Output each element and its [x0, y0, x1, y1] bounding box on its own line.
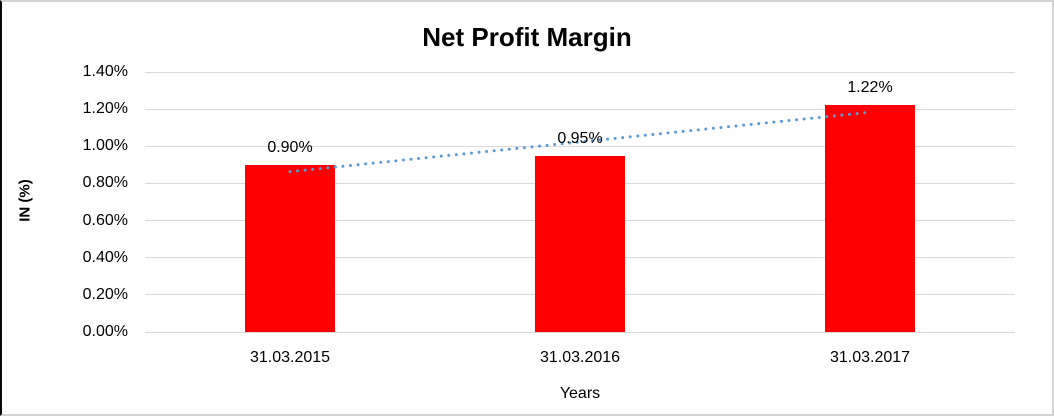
- gridline: [145, 331, 1015, 333]
- x-tick-label: 31.03.2016: [539, 349, 621, 366]
- bar-31.03.2015: [245, 164, 335, 332]
- y-tick-label: 0.60%: [82, 211, 128, 229]
- y-tick-label: 0.00%: [82, 323, 128, 340]
- chart-title: Net Profit Margin: [422, 22, 632, 52]
- x-tick-label: 31.03.2015: [249, 349, 331, 366]
- y-tick-label: 1.40%: [82, 63, 128, 80]
- gridline: [145, 108, 1015, 110]
- data-label: 1.22%: [847, 79, 893, 97]
- data-label: 0.95%: [557, 129, 603, 147]
- y-tick-label: 1.00%: [82, 137, 128, 155]
- y-tick-label: 0.80%: [82, 174, 128, 192]
- bar-31.03.2016: [535, 155, 625, 332]
- y-tick-label: 1.20%: [82, 100, 128, 118]
- x-tick-label: 31.03.2017: [829, 349, 911, 366]
- x-axis-title: Years: [559, 385, 601, 402]
- y-tick-label: 0.20%: [82, 285, 128, 303]
- data-label: 0.90%: [267, 138, 313, 156]
- gridline: [145, 71, 1015, 73]
- y-axis-title: IN (%): [16, 179, 34, 222]
- bar-31.03.2017: [825, 105, 915, 332]
- y-tick-label: 0.40%: [82, 248, 128, 266]
